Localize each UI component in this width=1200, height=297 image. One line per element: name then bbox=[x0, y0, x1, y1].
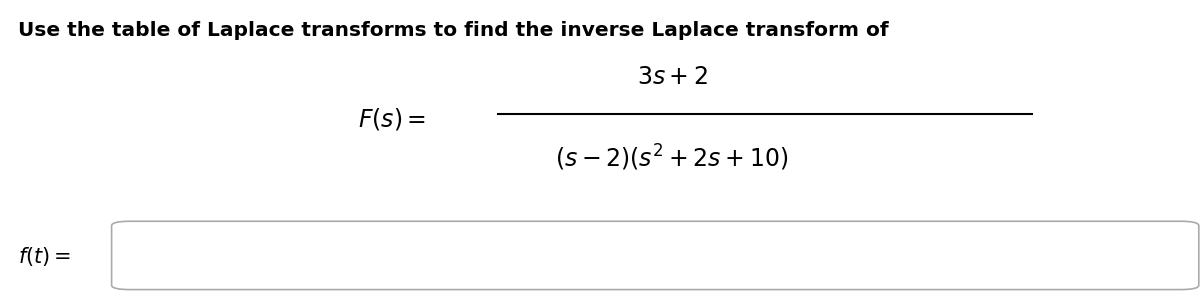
FancyBboxPatch shape bbox=[112, 221, 1199, 290]
Text: $(s-2)(s^2+2s+10)$: $(s-2)(s^2+2s+10)$ bbox=[556, 142, 788, 173]
Text: Use the table of Laplace transforms to find the inverse Laplace transform of: Use the table of Laplace transforms to f… bbox=[18, 21, 889, 40]
Text: $F(s) =$: $F(s) =$ bbox=[358, 106, 426, 132]
Text: $3s+2$: $3s+2$ bbox=[636, 65, 708, 89]
Text: $f(t) =$: $f(t) =$ bbox=[18, 245, 71, 268]
